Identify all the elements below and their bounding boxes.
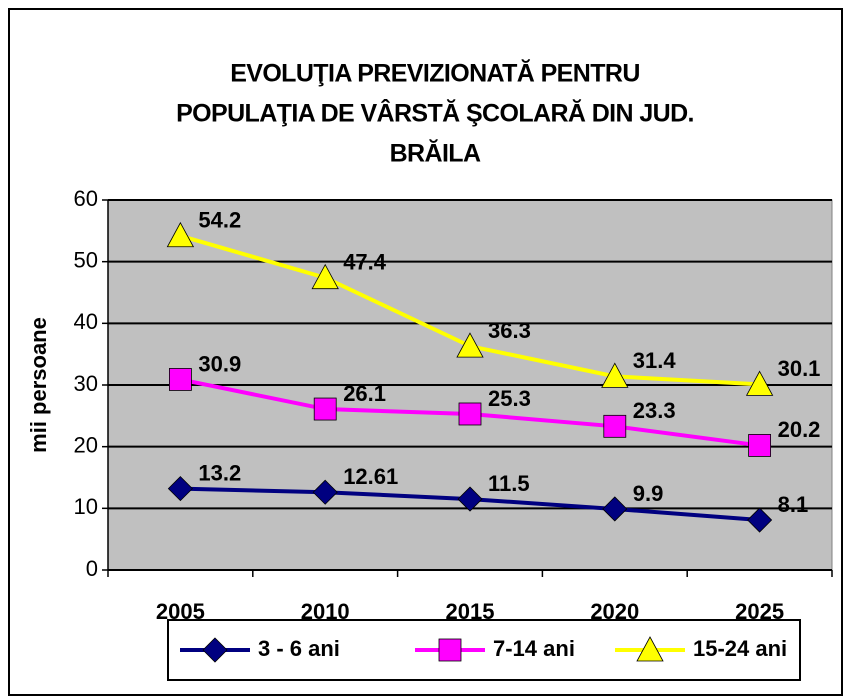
marker: [602, 496, 628, 522]
y-axis-label: mii persoane: [26, 317, 51, 453]
marker: [313, 397, 337, 421]
value-label: 54.2: [198, 208, 241, 233]
value-label: 31.4: [633, 348, 677, 373]
legend-label: 7-14 ani: [493, 636, 575, 661]
value-label: 11.5: [488, 471, 530, 496]
legend-label: 3 - 6 ani: [258, 636, 340, 661]
y-tick-label: 50: [74, 247, 98, 272]
marker: [457, 486, 483, 512]
y-tick-label: 30: [74, 371, 98, 396]
marker: [438, 638, 462, 662]
y-tick-label: 60: [74, 186, 98, 211]
marker: [456, 332, 484, 358]
value-label: 30.9: [198, 351, 241, 376]
marker: [311, 263, 339, 290]
value-label: 9.9: [633, 481, 664, 506]
marker: [202, 637, 228, 663]
marker: [636, 636, 664, 662]
value-label: 47.4: [343, 250, 387, 275]
value-label: 20.2: [778, 417, 821, 442]
chart-title: POPULAŢIA DE VÂRSTĂ ŞCOLARĂ DIN JUD.: [176, 98, 694, 128]
chart-title: BRĂILA: [390, 139, 481, 168]
marker: [312, 479, 338, 505]
marker: [168, 368, 192, 391]
value-label: 26.1: [343, 381, 386, 406]
value-label: 13.2: [198, 460, 241, 485]
y-tick-label: 0: [86, 556, 98, 581]
marker: [748, 434, 771, 457]
value-label: 25.3: [488, 386, 531, 411]
marker: [167, 476, 193, 502]
marker: [458, 402, 482, 426]
marker: [745, 370, 774, 396]
chart-title: EVOLUŢIA PREVIZIONATĂ PENTRU: [230, 59, 640, 88]
y-tick-label: 40: [74, 309, 98, 334]
value-label: 23.3: [633, 398, 676, 423]
value-label: 36.3: [488, 318, 531, 343]
value-label: 8.1: [778, 492, 809, 517]
marker: [601, 362, 629, 388]
legend-label: 15-24 ani: [693, 636, 787, 661]
marker: [166, 221, 195, 248]
value-label: 12.61: [343, 464, 398, 489]
y-tick-label: 10: [74, 494, 98, 519]
marker: [603, 414, 627, 438]
value-label: 30.1: [778, 356, 821, 381]
y-tick-label: 20: [74, 432, 98, 457]
marker: [747, 507, 773, 533]
